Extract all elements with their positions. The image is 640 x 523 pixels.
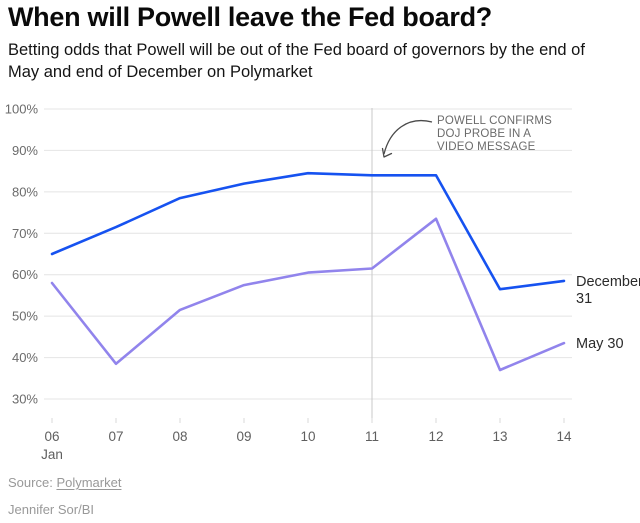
chart-subtitle: Betting odds that Powell will be out of …: [8, 41, 585, 81]
x-axis-tick-label: 06: [44, 429, 59, 444]
x-axis-tick-label: 08: [172, 429, 187, 444]
annotation-text: POWELL CONFIRMS: [437, 115, 552, 127]
x-axis-month-label: Jan: [41, 447, 63, 462]
y-axis-tick-label: 60%: [12, 267, 38, 282]
y-axis-tick-label: 40%: [12, 350, 38, 365]
line-chart-canvas: 100% 90% 80% 70% 60% 50% 40% 30% 06 07 08 09 10 11 12 1…: [5, 102, 640, 463]
x-axis-tick-label: 11: [365, 429, 379, 444]
x-axis-tick-label: 14: [556, 429, 572, 444]
y-axis-tick-label: 70%: [12, 226, 38, 241]
source-prefix: Source:: [8, 475, 53, 490]
y-axis-tick-label: 100%: [5, 102, 39, 117]
y-axis-tick-label: 80%: [12, 184, 38, 199]
source-line: Source: Polymarket: [8, 475, 121, 490]
series-line-may-30: [50, 217, 566, 372]
x-axis-tick-label: 07: [108, 429, 123, 444]
series-label-may-30: May 30: [576, 336, 624, 352]
author-credit: Jennifer Sor/BI: [8, 502, 94, 517]
annotation-arrowhead: [381, 147, 393, 158]
series-line-december-31: [50, 171, 566, 291]
y-axis-tick-label: 30%: [12, 392, 38, 407]
line-chart: 100% 90% 80% 70% 60% 50% 40% 30% 06 07 08 09 10 11 12 1…: [5, 102, 640, 463]
source-link[interactable]: Polymarket: [56, 475, 122, 490]
annotation-arrow: [383, 120, 433, 155]
series-label-december-31: December: [576, 274, 640, 290]
annotation-text: VIDEO MESSAGE: [437, 141, 536, 153]
x-axis-tick-label: 09: [236, 429, 251, 444]
x-axis-tick-label: 12: [428, 429, 443, 444]
series-label-december-31: 31: [576, 291, 592, 307]
annotation-text: DOJ PROBE IN A: [437, 128, 531, 140]
y-axis-tick-label: 90%: [12, 143, 38, 158]
chart-title: When will Powell leave the Fed board?: [8, 2, 492, 32]
y-axis-tick-label: 50%: [12, 309, 38, 324]
x-axis-tick-label: 10: [300, 429, 315, 444]
x-axis-tick-label: 13: [492, 429, 507, 444]
